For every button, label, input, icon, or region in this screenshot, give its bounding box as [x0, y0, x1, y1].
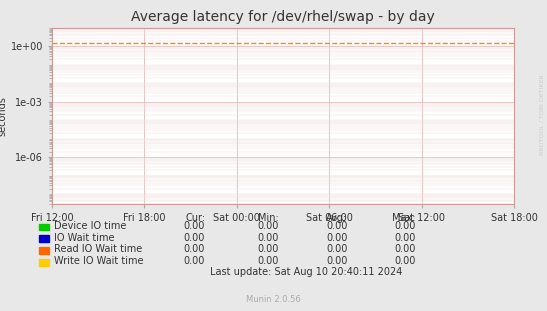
- Text: Write IO Wait time: Write IO Wait time: [54, 256, 143, 266]
- Text: RRDTOOL / TOBI OETIKER: RRDTOOL / TOBI OETIKER: [539, 75, 544, 156]
- Text: 0.00: 0.00: [184, 244, 205, 254]
- Text: 0.00: 0.00: [326, 221, 347, 231]
- Text: 0.00: 0.00: [394, 221, 416, 231]
- Text: Last update: Sat Aug 10 20:40:11 2024: Last update: Sat Aug 10 20:40:11 2024: [210, 267, 403, 277]
- Text: Read IO Wait time: Read IO Wait time: [54, 244, 142, 254]
- Text: Munin 2.0.56: Munin 2.0.56: [246, 295, 301, 304]
- Text: Avg:: Avg:: [326, 213, 347, 223]
- Text: 0.00: 0.00: [258, 221, 279, 231]
- Title: Average latency for /dev/rhel/swap - by day: Average latency for /dev/rhel/swap - by …: [131, 10, 435, 24]
- Text: Min:: Min:: [258, 213, 279, 223]
- Text: 0.00: 0.00: [326, 233, 347, 243]
- Text: 0.00: 0.00: [258, 256, 279, 266]
- Text: Cur:: Cur:: [185, 213, 205, 223]
- Text: 0.00: 0.00: [258, 233, 279, 243]
- Text: 0.00: 0.00: [326, 244, 347, 254]
- Text: 0.00: 0.00: [184, 233, 205, 243]
- Y-axis label: seconds: seconds: [0, 96, 8, 136]
- Text: 0.00: 0.00: [184, 221, 205, 231]
- Text: Max:: Max:: [392, 213, 416, 223]
- Text: 0.00: 0.00: [394, 233, 416, 243]
- Text: Device IO time: Device IO time: [54, 221, 126, 231]
- Text: 0.00: 0.00: [326, 256, 347, 266]
- Text: 0.00: 0.00: [184, 256, 205, 266]
- Text: 0.00: 0.00: [258, 244, 279, 254]
- Text: IO Wait time: IO Wait time: [54, 233, 114, 243]
- Text: 0.00: 0.00: [394, 244, 416, 254]
- Text: 0.00: 0.00: [394, 256, 416, 266]
